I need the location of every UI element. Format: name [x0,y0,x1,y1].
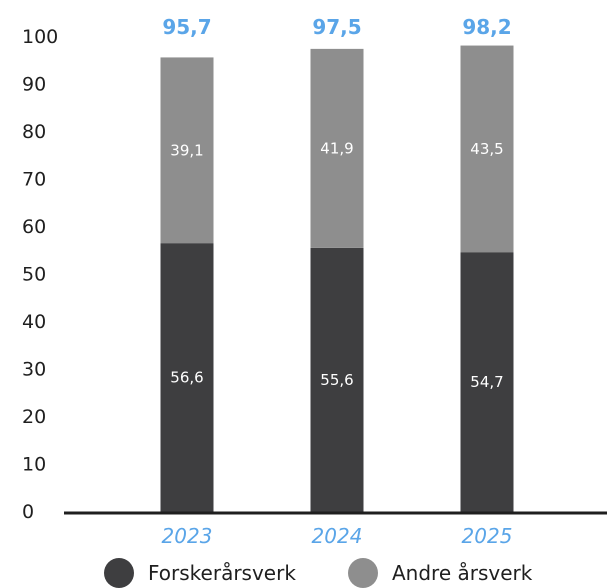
bar-segment-andre-arsverk [460,45,514,253]
y-tick-label: 60 [22,216,46,238]
bar-segment-forskerarsverk [310,247,364,512]
y-tick-label: 80 [22,121,46,143]
x-tick-label: 2023 [162,524,213,548]
total-label: 97,5 [312,15,361,39]
data-label: 55,6 [320,371,353,389]
x-tick-label: 2024 [312,524,363,548]
data-label: 56,6 [170,369,203,387]
legend-swatch-andre-arsverk [348,558,378,588]
total-label: 95,7 [162,15,211,39]
y-tick-label: 70 [22,169,46,191]
legend: Forskerårsverk Andre årsverk [0,558,607,588]
total-label: 98,2 [462,15,511,39]
data-label: 41,9 [320,139,353,157]
y-tick-label: 40 [22,311,46,333]
legend-label-forskerarsverk: Forskerårsverk [148,561,296,585]
y-tick-label: 30 [22,359,46,381]
bar-segment-andre-arsverk [160,57,214,244]
y-tick-label: 90 [22,74,46,96]
data-label: 39,1 [170,141,203,159]
x-tick-label: 2025 [462,524,513,548]
legend-item-forskerarsverk: Forskerårsverk [104,558,296,588]
data-label: 43,5 [470,140,503,158]
legend-item-andre-arsverk: Andre årsverk [348,558,532,588]
legend-swatch-forskerarsverk [104,558,134,588]
bar-segment-forskerarsverk [160,243,214,512]
legend-label-andre-arsverk: Andre årsverk [392,561,533,585]
data-label: 54,7 [470,373,503,391]
y-tick-label: 20 [22,406,46,428]
y-tick-label: 0 [22,501,34,523]
y-tick-label: 10 [22,454,46,476]
bar-segment-andre-arsverk [310,48,364,248]
y-tick-label: 100 [22,26,58,48]
bar-segment-forskerarsverk [460,252,514,513]
stacked-bar-chart: 0 10 20 30 40 50 60 70 80 90 100 56,6 39,1 95,7 2023 55… [22,15,607,548]
y-tick-label: 50 [22,264,46,286]
